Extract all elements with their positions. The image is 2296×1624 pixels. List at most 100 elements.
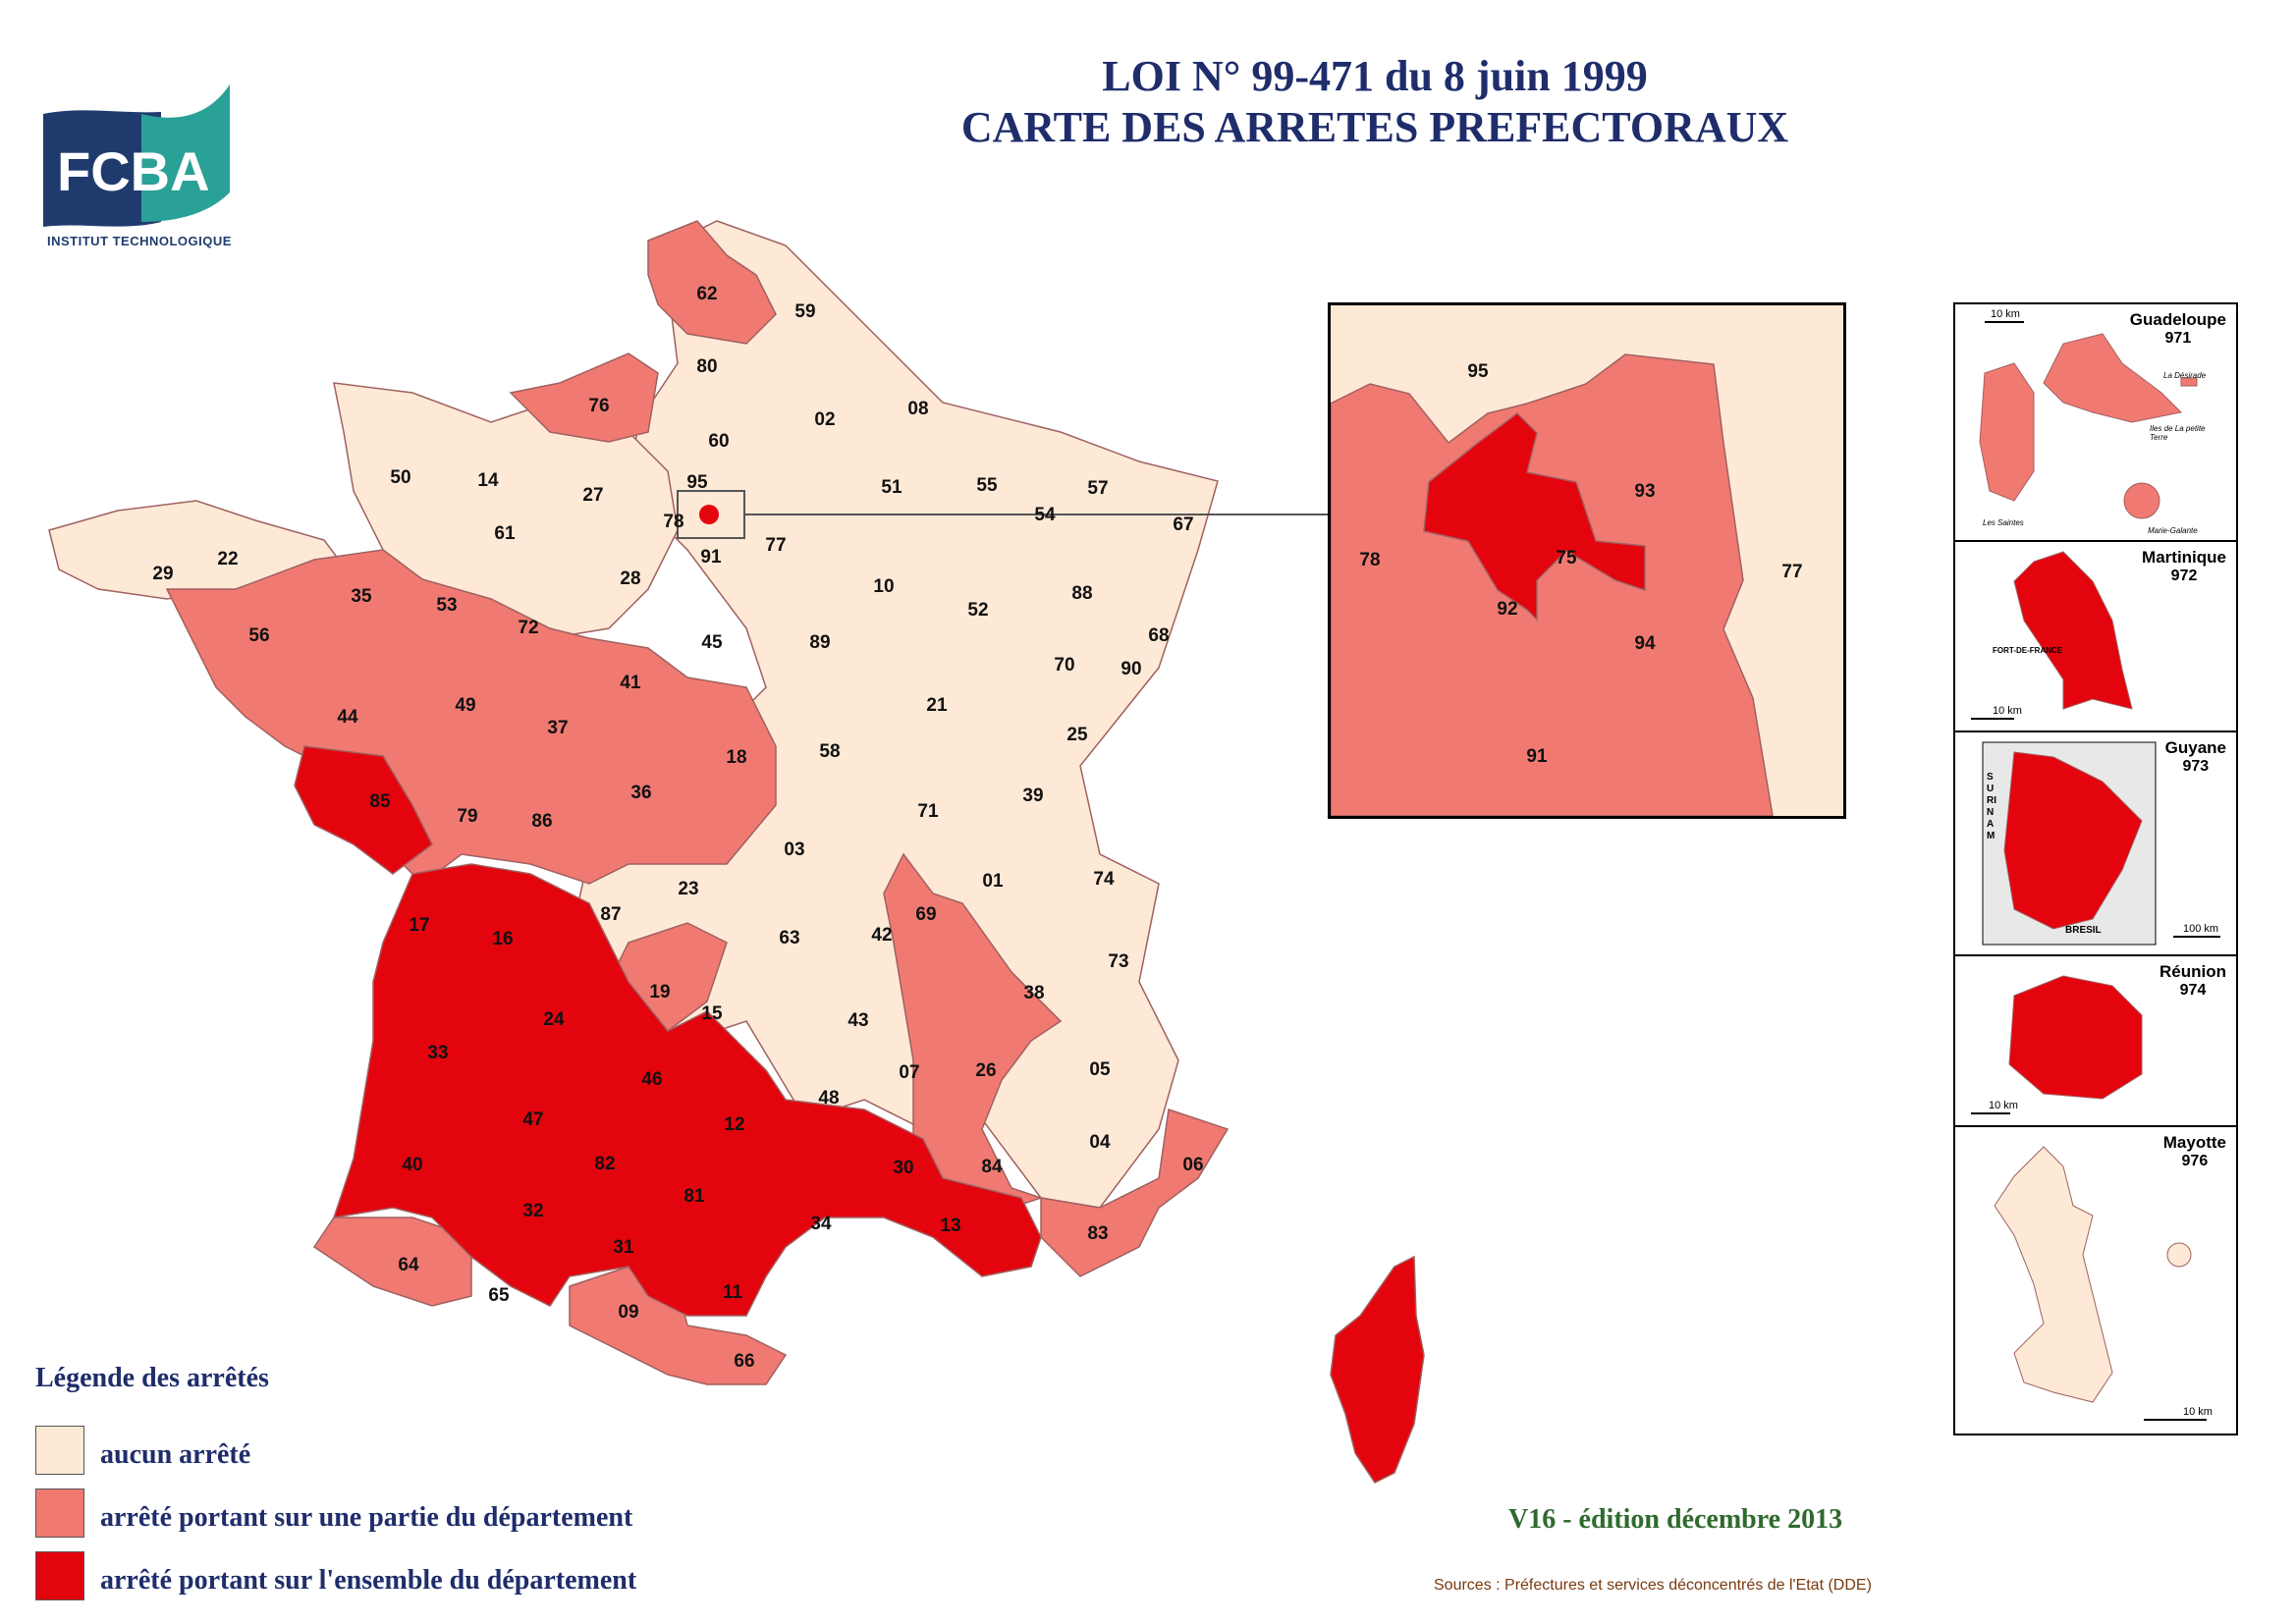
inset-label-93: 93 [1634,481,1655,502]
dept-label-46: 46 [641,1069,662,1090]
dept-label-58: 58 [819,741,840,762]
dept-label-14: 14 [477,470,499,491]
dept-label-60: 60 [708,431,729,452]
legend-label-full: arrêté portant sur l'ensemble du départe… [100,1565,637,1596]
dept-label-45: 45 [701,632,723,653]
legend-label-partial: arrêté portant sur une partie du départe… [100,1502,633,1533]
sources-note: Sources : Préfectures et services déconc… [1434,1577,1872,1594]
label-la-desirade: La Désirade [2163,371,2207,380]
paris-inset-map: 95 93 78 75 92 94 77 91 [1331,353,1803,816]
scale-mayotte: 10 km [2183,1406,2213,1418]
overseas-reunion: Réunion 974 10 km [1953,954,2238,1129]
dept-label-44: 44 [337,707,358,728]
edition-version: V16 - édition décembre 2013 [1508,1504,1843,1535]
region-full-85 [294,745,433,875]
label-surinam: SURINAM [1987,772,1996,841]
dept-label-80: 80 [696,356,717,377]
dept-label-91: 91 [700,547,722,568]
dept-label-77: 77 [765,535,786,556]
dept-label-12: 12 [724,1114,744,1135]
reunion-shape [1971,975,2143,1114]
dept-label-29: 29 [152,564,173,584]
dept-label-55: 55 [976,475,998,496]
dept-label-72: 72 [518,618,538,638]
dept-label-41: 41 [620,673,641,693]
inset-label-94: 94 [1634,633,1656,654]
logo-subtitle: INSTITUT TECHNOLOGIQUE [47,234,232,248]
dept-label-13: 13 [940,1216,960,1236]
dept-label-24: 24 [543,1009,565,1030]
overseas-code-guadeloupe: 971 [2164,330,2192,347]
legend-swatch-full [35,1551,84,1600]
paris-inset: 95 93 78 75 92 94 77 91 [1328,302,1846,819]
dept-label-68: 68 [1148,625,1169,646]
guyane-shape [1982,741,2220,946]
dept-label-78: 78 [663,512,683,532]
dept-label-53: 53 [436,595,457,616]
dept-label-59: 59 [794,301,815,322]
label-bresil: BRESIL [2065,925,2102,936]
logo-text: FCBA [57,140,210,202]
overseas-name-mayotte: Mayotte [2162,1133,2226,1152]
dept-label-17: 17 [409,915,429,936]
dept-label-49: 49 [455,695,475,716]
fcba-logo: FCBA [43,84,230,227]
map-title-line1: LOI N° 99-471 du 8 juin 1999 [1102,52,1648,100]
region-full-south-west [332,863,1042,1317]
legend-label-none: aucun arrêté [100,1439,251,1470]
dept-label-83: 83 [1087,1223,1108,1244]
dept-label-62: 62 [696,284,717,304]
dept-label-38: 38 [1023,983,1044,1003]
dept-label-01: 01 [982,871,1004,892]
inset-label-95: 95 [1467,361,1489,382]
dept-label-73: 73 [1108,951,1128,972]
scale-guadeloupe: 10 km [1991,308,2020,320]
overseas-martinique: Martinique 972 10 km FORT-DE-FRANCE [1953,540,2238,734]
overseas-guyane: Guyane 973 100 km SURINAM BRESIL [1953,731,2238,958]
dept-label-63: 63 [779,928,799,948]
dept-label-19: 19 [649,982,670,1002]
overseas-label-guadeloupe: Guadeloupe 971 [2130,310,2226,348]
overseas-label-reunion: Réunion 974 [2159,962,2226,1000]
dept-label-57: 57 [1087,478,1108,499]
overseas-code-reunion: 974 [2179,982,2207,999]
dept-label-47: 47 [522,1110,543,1130]
dept-label-28: 28 [620,568,640,589]
label-fort-de-france: FORT-DE-FRANCE [1993,646,2063,655]
inset-label-77: 77 [1781,562,1802,582]
dept-label-87: 87 [600,904,621,925]
dept-label-18: 18 [726,747,746,768]
region-partial-64 [312,1217,472,1307]
dept-label-82: 82 [594,1154,615,1174]
inset-label-91: 91 [1526,746,1548,767]
dept-label-56: 56 [248,625,269,646]
dept-label-31: 31 [613,1237,634,1258]
overseas-mayotte: Mayotte 976 10 km [1953,1125,2238,1435]
dept-label-34: 34 [810,1214,832,1234]
martinique-shape [1971,551,2133,720]
overseas-label-guyane: Guyane 973 [2165,738,2226,776]
dept-label-52: 52 [967,600,988,621]
dept-label-21: 21 [926,695,948,716]
overseas-name-guadeloupe: Guadeloupe [2129,310,2226,329]
dept-label-15: 15 [701,1003,723,1024]
scale-martinique: 10 km [1993,705,2022,717]
dept-label-51: 51 [881,477,902,498]
inset-label-78: 78 [1359,550,1380,570]
dept-label-54: 54 [1034,505,1056,525]
dept-label-08: 08 [907,399,928,419]
dept-label-10: 10 [873,576,894,597]
dept-label-33: 33 [427,1043,448,1063]
dept-label-74: 74 [1093,869,1115,890]
dept-label-25: 25 [1066,725,1088,745]
overseas-code-martinique: 972 [2170,568,2198,584]
dept-label-95: 95 [686,472,708,493]
inset-92-75 [1423,412,1646,622]
legend-title: Légende des arrêtés [35,1363,269,1393]
dept-label-90: 90 [1121,659,1141,679]
map-title-line2: CARTE DES ARRETES PREFECTORAUX [960,103,1789,151]
dept-label-11: 11 [723,1282,743,1303]
legend-swatch-none [35,1426,84,1475]
dept-label-64: 64 [398,1255,419,1275]
